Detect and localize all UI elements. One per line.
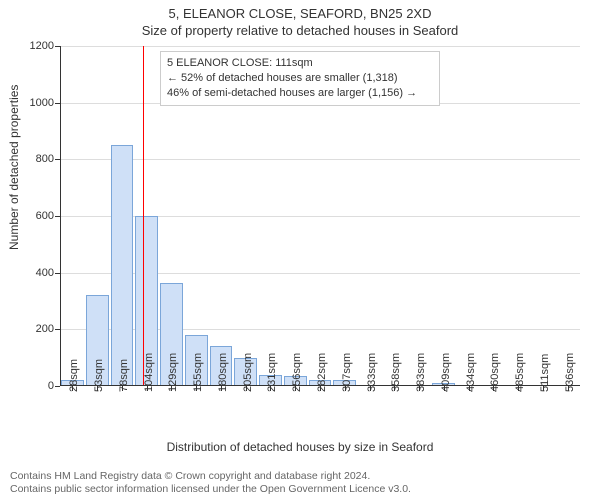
x-axis-label: Distribution of detached houses by size … (0, 440, 600, 454)
annotation-line: 5 ELEANOR CLOSE: 111sqm (167, 56, 433, 71)
x-tick-label: 434sqm (465, 353, 477, 392)
chart-container: 5, ELEANOR CLOSE, SEAFORD, BN25 2XD Size… (0, 0, 600, 500)
chart-title-line1: 5, ELEANOR CLOSE, SEAFORD, BN25 2XD (0, 0, 600, 21)
x-tick-label: 104sqm (143, 353, 155, 392)
x-tick-label: 307sqm (341, 353, 353, 392)
x-tick-label: 180sqm (217, 353, 229, 392)
x-tick-label: 333sqm (366, 353, 378, 392)
x-tick-label: 536sqm (564, 353, 576, 392)
y-tick-mark (55, 103, 60, 104)
x-tick-label: 205sqm (242, 353, 254, 392)
plot-area: 5 ELEANOR CLOSE: 111sqm← 52% of detached… (60, 46, 580, 386)
x-tick-label: 129sqm (167, 353, 179, 392)
footer-line1: Contains HM Land Registry data © Crown c… (10, 470, 411, 483)
x-tick-label: 256sqm (291, 353, 303, 392)
x-tick-label: 511sqm (539, 354, 551, 392)
footer: Contains HM Land Registry data © Crown c… (10, 470, 411, 496)
annotation-box: 5 ELEANOR CLOSE: 111sqm← 52% of detached… (160, 51, 440, 106)
y-tick-mark (55, 386, 60, 387)
x-tick-label: 53sqm (93, 359, 105, 392)
bar (111, 145, 134, 386)
chart-title-line2: Size of property relative to detached ho… (0, 21, 600, 38)
y-tick-mark (55, 329, 60, 330)
x-tick-label: 485sqm (514, 353, 526, 392)
x-tick-label: 460sqm (489, 353, 501, 392)
y-axis (60, 46, 61, 386)
x-tick-label: 231sqm (266, 353, 278, 392)
x-tick-label: 28sqm (68, 359, 80, 392)
y-tick-mark (55, 159, 60, 160)
y-tick-mark (55, 273, 60, 274)
x-tick-label: 409sqm (440, 353, 452, 392)
y-tick-mark (55, 46, 60, 47)
annotation-line: ← 52% of detached houses are smaller (1,… (167, 71, 433, 86)
x-tick-label: 155sqm (192, 353, 204, 392)
y-tick-mark (55, 216, 60, 217)
y-axis-label: Number of detached properties (7, 85, 21, 250)
x-tick-label: 383sqm (415, 353, 427, 392)
x-tick-label: 282sqm (316, 353, 328, 392)
marker-line (143, 46, 144, 386)
x-tick-label: 78sqm (118, 359, 130, 392)
annotation-line: 46% of semi-detached houses are larger (… (167, 86, 433, 101)
footer-line2: Contains public sector information licen… (10, 483, 411, 496)
x-tick-label: 358sqm (390, 353, 402, 392)
